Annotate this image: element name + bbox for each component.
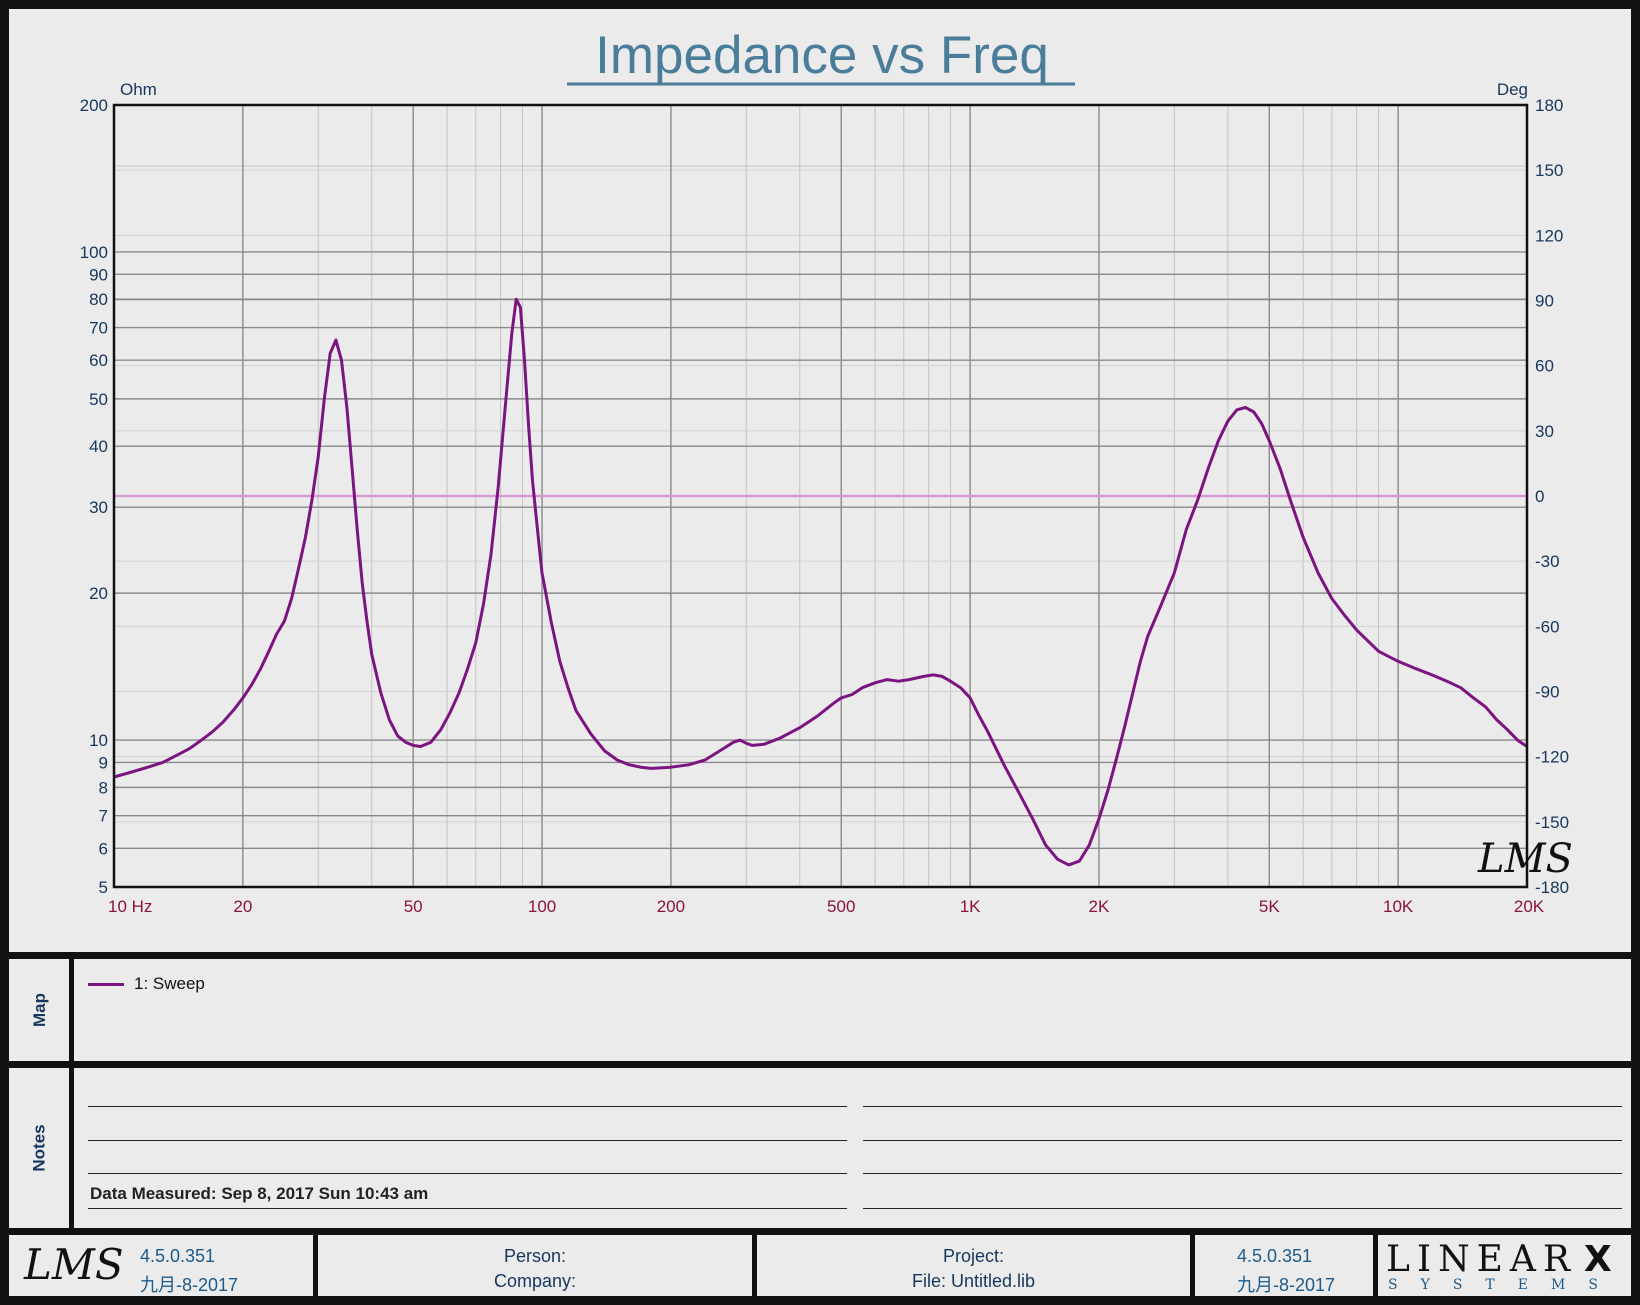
y-right-tick-label: -120: [1535, 748, 1569, 767]
x-tick-label: 200: [657, 897, 685, 916]
note-line: [863, 1173, 1622, 1174]
x-tick-labels: 10 Hz 20 50 100 200 500 1K 2K 5K 10K 20K: [108, 897, 1545, 916]
y-left-tick-label: 80: [89, 290, 108, 309]
legend-swatch: [88, 982, 124, 986]
y-right-tick-label: -90: [1535, 683, 1560, 702]
map-section-label: Map: [30, 993, 49, 1027]
footer-lms-logo: LMS: [24, 1240, 124, 1289]
footer-date-left: 九月-8-2017: [140, 1275, 239, 1295]
divider-map-notes: [9, 1061, 1631, 1068]
footer-divider-1: [313, 1235, 318, 1296]
curve-layer: [113, 297, 1528, 867]
label-column-divider: [69, 959, 74, 1228]
y-left-tick-label: 50: [89, 390, 108, 409]
y-right-tick-label: 30: [1535, 422, 1554, 441]
y-left-unit-label: Ohm: [120, 80, 157, 99]
plot-frame: [112, 103, 1529, 889]
x-tick-label: 50: [404, 897, 423, 916]
x-tick-label: 100: [528, 897, 556, 916]
y-left-tick-label: 8: [99, 778, 108, 797]
footer-person-label: Person:: [503, 1246, 567, 1266]
x-tick-label: 500: [827, 897, 855, 916]
y-right-tick-label: 150: [1535, 161, 1563, 180]
y-right-tick-label: 120: [1535, 226, 1563, 245]
y-left-tick-label: 10: [89, 731, 108, 750]
impedance-series-line: [113, 297, 1528, 867]
footer-divider-2: [752, 1235, 757, 1296]
y-right-tick-label: -180: [1535, 878, 1569, 897]
note-line: [88, 1173, 847, 1174]
note-line: [88, 1140, 847, 1141]
legend-entry: 1: Sweep: [88, 974, 205, 994]
linearx-logo-top: LINEAR: [1386, 1239, 1578, 1280]
y-left-tick-label: 90: [89, 265, 108, 284]
x-tick-label: 2K: [1089, 897, 1110, 916]
footer-divider-4: [1373, 1235, 1378, 1296]
x-tick-label: 10 Hz: [108, 897, 152, 916]
lms-watermark: LMS: [1477, 836, 1573, 882]
footer-divider-3: [1190, 1235, 1195, 1296]
y-left-tick-label: 60: [89, 351, 108, 370]
y-right-tick-label: 60: [1535, 357, 1554, 376]
linearx-logo-bottom: SYSTEMS: [1388, 1277, 1621, 1293]
note-line: [863, 1208, 1622, 1209]
data-measured-text: Data Measured: Sep 8, 2017 Sun 10:43 am: [90, 1184, 429, 1203]
legend-label: 1: Sweep: [134, 974, 205, 993]
x-tick-label: 10K: [1383, 897, 1414, 916]
x-tick-label: 20: [233, 897, 252, 916]
linearx-logo: LINEAR X SYSTEMS: [1386, 1239, 1622, 1295]
y-left-tick-label: 70: [89, 319, 108, 338]
chart-title: Impedance vs Freq: [595, 26, 1049, 85]
y-left-tick-labels: 200 100 90 80 70 60 50 40 30 20 10 9 8 7 6 5: [80, 96, 108, 897]
y-left-tick-label: 30: [89, 498, 108, 517]
y-left-tick-label: 40: [89, 437, 108, 456]
footer-company-label: Company:: [493, 1271, 577, 1291]
footer-file-label: File: Untitled.lib: [911, 1271, 1036, 1291]
divider-notes-footer: [9, 1228, 1631, 1235]
y-left-tick-label: 200: [80, 96, 108, 115]
note-line: [88, 1106, 847, 1107]
x-tick-label: 20K: [1514, 897, 1545, 916]
x-tick-label: 1K: [960, 897, 981, 916]
y-left-tick-label: 6: [99, 839, 108, 858]
linearx-logo-x: X: [1584, 1239, 1612, 1280]
y-right-tick-label: -150: [1535, 813, 1569, 832]
y-right-tick-label: -30: [1535, 552, 1560, 571]
y-right-tick-label: -60: [1535, 617, 1560, 636]
y-left-tick-label: 7: [99, 807, 108, 826]
y-right-tick-label: 0: [1535, 487, 1544, 506]
y-right-tick-label: 180: [1535, 96, 1563, 115]
y-left-tick-label: 20: [89, 584, 108, 603]
footer-project-label: Project:: [942, 1246, 1005, 1266]
note-line: [863, 1106, 1622, 1107]
notes-section-label: Notes: [30, 1124, 50, 1172]
footer-version-right: 4.5.0.351: [1237, 1246, 1313, 1266]
y-right-tick-label: 90: [1535, 292, 1554, 311]
note-line: [88, 1208, 847, 1209]
y-left-tick-label: 100: [80, 243, 108, 262]
note-line: [863, 1140, 1622, 1141]
y-left-tick-label: 5: [99, 878, 108, 897]
divider-chart-map: [9, 952, 1631, 959]
x-tick-label: 5K: [1259, 897, 1280, 916]
y-left-tick-label: 9: [99, 753, 108, 772]
y-right-unit-label: Deg: [1497, 80, 1528, 99]
footer-date-right: 九月-8-2017: [1237, 1275, 1336, 1295]
y-right-tick-labels: 180 150 120 90 60 30 0 -30 -60 -90 -120 -150 -180: [1535, 96, 1569, 897]
footer-version-left: 4.5.0.351: [140, 1246, 216, 1266]
